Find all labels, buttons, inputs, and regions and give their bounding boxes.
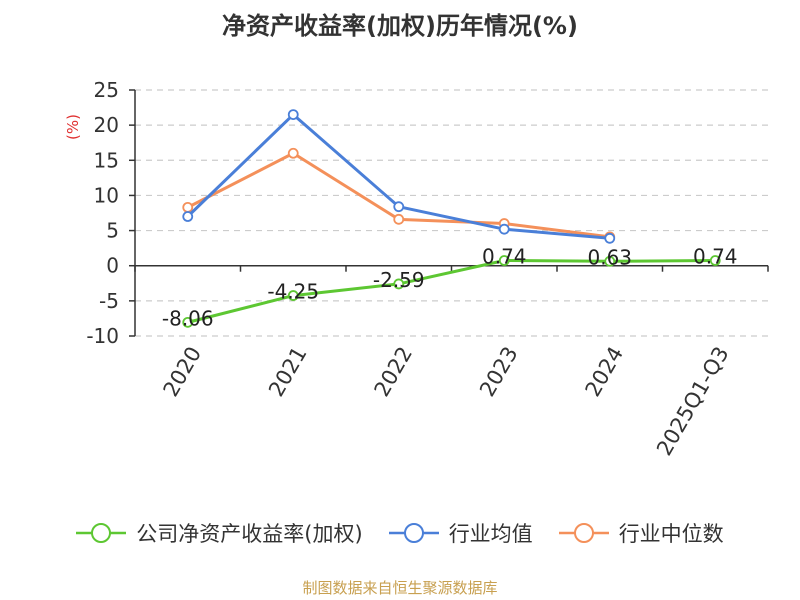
legend: 公司净资产收益率(加权) 行业均值 行业中位数 [0, 518, 800, 548]
data-point [498, 223, 510, 235]
data-point [287, 147, 299, 159]
y-tick-label: -10 [86, 324, 119, 348]
data-label: -2.59 [373, 268, 425, 292]
legend-item[interactable]: 行业均值 [388, 518, 533, 548]
legend-item[interactable]: 公司净资产收益率(加权) [76, 518, 363, 548]
x-tick-label: 2022 [370, 343, 418, 401]
y-tick-label: 0 [106, 254, 119, 278]
data-point [393, 278, 405, 290]
series-line [187, 259, 716, 324]
source-note: 制图数据来自恒生聚源数据库 [302, 579, 498, 597]
data-labels: -8.06 -4.25 -2.59 0.74 0.63 0.74 [162, 245, 738, 331]
data-label: 0.74 [482, 245, 527, 269]
legend-swatch [76, 523, 127, 543]
legend-label: 行业均值 [448, 522, 533, 546]
y-tick-label: 10 [94, 183, 119, 207]
data-point [604, 232, 616, 244]
legend-label: 行业中位数 [618, 522, 724, 546]
y-tick-label: -5 [99, 289, 119, 313]
data-point [604, 255, 616, 267]
y-tick-label: 15 [94, 148, 119, 172]
y-tick-label: 20 [94, 113, 119, 137]
data-point [287, 109, 299, 120]
data-point [393, 213, 405, 225]
data-label: 0.74 [693, 245, 738, 269]
legend-swatch [558, 523, 609, 543]
data-point [709, 255, 721, 266]
data-point [182, 201, 194, 213]
y-tick-label: 5 [106, 219, 119, 243]
data-point [182, 316, 194, 328]
data-label: -4.25 [267, 280, 319, 304]
grid-lines [135, 89, 768, 337]
data-point [393, 201, 405, 213]
y-tick-label: 25 [94, 78, 119, 102]
legend-label: 公司净资产收益率(加权) [136, 522, 363, 546]
x-tick-label: 2023 [475, 343, 523, 401]
legend-item[interactable]: 行业中位数 [558, 518, 724, 548]
x-tick-label: 2024 [581, 343, 629, 401]
data-point [287, 290, 299, 301]
data-label: -8.06 [162, 306, 214, 330]
legend-swatch [388, 523, 439, 543]
series-lines [182, 109, 721, 328]
x-tick-label: 2025Q1-Q3 [652, 343, 734, 460]
chart-title: 净资产收益率(加权)历年情况(%) [222, 12, 578, 40]
data-label: 0.63 [587, 245, 632, 269]
x-tick-label: 2021 [264, 343, 312, 401]
data-point [498, 255, 510, 266]
data-point [182, 211, 194, 222]
y-axis-label: (%) [64, 114, 82, 140]
x-tick-label: 2020 [159, 343, 207, 401]
